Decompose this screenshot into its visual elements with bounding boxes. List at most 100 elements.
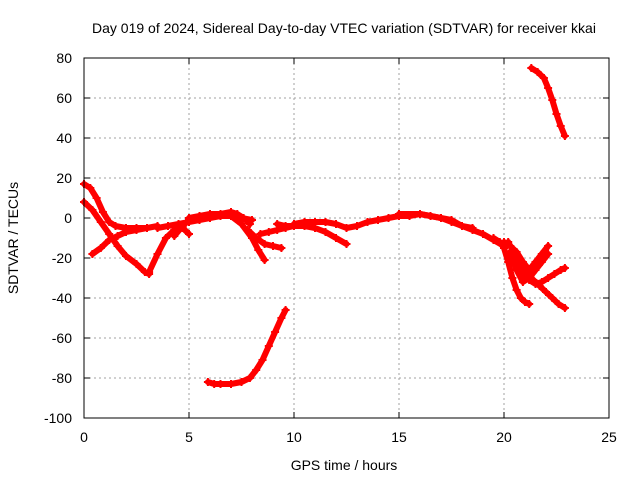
x-tick-label: 20 [496, 429, 512, 445]
y-tick-label: -20 [52, 250, 72, 266]
data-point [252, 366, 261, 374]
series-line [146, 225, 192, 275]
data-point [468, 224, 477, 232]
data-point [203, 378, 212, 386]
data-point [556, 122, 565, 130]
data-point [237, 220, 246, 228]
data-point [88, 250, 97, 258]
data-point [395, 210, 403, 218]
y-tick-label: 0 [64, 210, 72, 226]
data-point [539, 74, 548, 82]
data-point [529, 276, 538, 284]
data-point [552, 110, 561, 118]
series-arc-p [489, 234, 534, 308]
data-point [88, 206, 97, 214]
data-point [132, 260, 141, 268]
data-point [143, 224, 151, 232]
data-point [290, 220, 298, 228]
data-point [245, 374, 254, 382]
data-point [300, 218, 309, 226]
data-point [113, 232, 122, 240]
series-layer [80, 64, 569, 388]
data-point [164, 222, 172, 230]
data-point [96, 218, 105, 226]
data-point [342, 240, 351, 248]
data-point [105, 236, 114, 244]
y-tick-label: 60 [56, 90, 72, 106]
data-point [264, 342, 273, 350]
data-point [264, 228, 273, 236]
x-tick-label: 25 [601, 429, 617, 445]
data-point [560, 264, 569, 272]
data-point [145, 268, 154, 276]
data-point [260, 256, 269, 264]
data-point [98, 208, 107, 216]
data-point [153, 250, 162, 258]
data-point [479, 230, 487, 238]
data-point [332, 234, 340, 242]
data-point [363, 218, 372, 226]
data-point [544, 250, 553, 258]
data-point [195, 214, 204, 222]
series-arc-h [195, 208, 254, 228]
data-point [321, 218, 330, 226]
x-tick-label: 5 [185, 429, 193, 445]
data-point [531, 266, 540, 274]
data-point [237, 378, 246, 386]
data-point [96, 244, 105, 252]
data-point [277, 244, 286, 252]
data-point [416, 210, 424, 218]
data-point [254, 246, 263, 254]
data-point [384, 214, 393, 222]
data-point [206, 212, 214, 220]
data-point [447, 216, 456, 224]
data-point [548, 294, 557, 302]
data-point [277, 314, 286, 322]
data-point [535, 282, 544, 290]
data-point [560, 304, 569, 312]
data-point [178, 222, 187, 230]
data-point [342, 224, 351, 232]
data-point [258, 356, 267, 364]
data-point [260, 240, 269, 248]
data-point [544, 242, 553, 250]
data-point [556, 266, 565, 274]
series-arc-m [203, 306, 290, 388]
data-point [523, 270, 532, 278]
y-tick-label: -60 [52, 330, 72, 346]
data-point [122, 228, 130, 236]
data-point [273, 220, 282, 228]
data-point [281, 222, 290, 230]
data-point [132, 226, 141, 234]
data-point [111, 222, 120, 230]
data-point [321, 228, 330, 236]
data-point [233, 210, 242, 218]
data-point [252, 234, 261, 242]
series-arc-o [395, 210, 477, 232]
data-point [510, 250, 519, 258]
data-point [122, 252, 130, 260]
data-point [374, 216, 382, 224]
y-tick-label: -80 [52, 370, 72, 386]
y-tick-label: -100 [44, 410, 72, 426]
data-point [269, 242, 277, 250]
x-tick-label: 0 [80, 429, 88, 445]
data-point [516, 262, 525, 270]
series-line [291, 215, 392, 231]
data-point [544, 274, 553, 282]
data-point [533, 68, 542, 76]
data-point [86, 184, 95, 192]
data-point [271, 328, 280, 336]
data-point [105, 218, 114, 226]
data-point [537, 258, 546, 266]
data-point [113, 242, 122, 250]
data-point [518, 278, 527, 286]
data-point [311, 218, 319, 226]
data-point [512, 286, 521, 294]
data-point [504, 238, 513, 246]
data-point [525, 300, 534, 308]
data-point [332, 220, 340, 228]
series-arc-d [145, 224, 193, 276]
data-point [560, 132, 569, 140]
data-point [185, 230, 193, 238]
